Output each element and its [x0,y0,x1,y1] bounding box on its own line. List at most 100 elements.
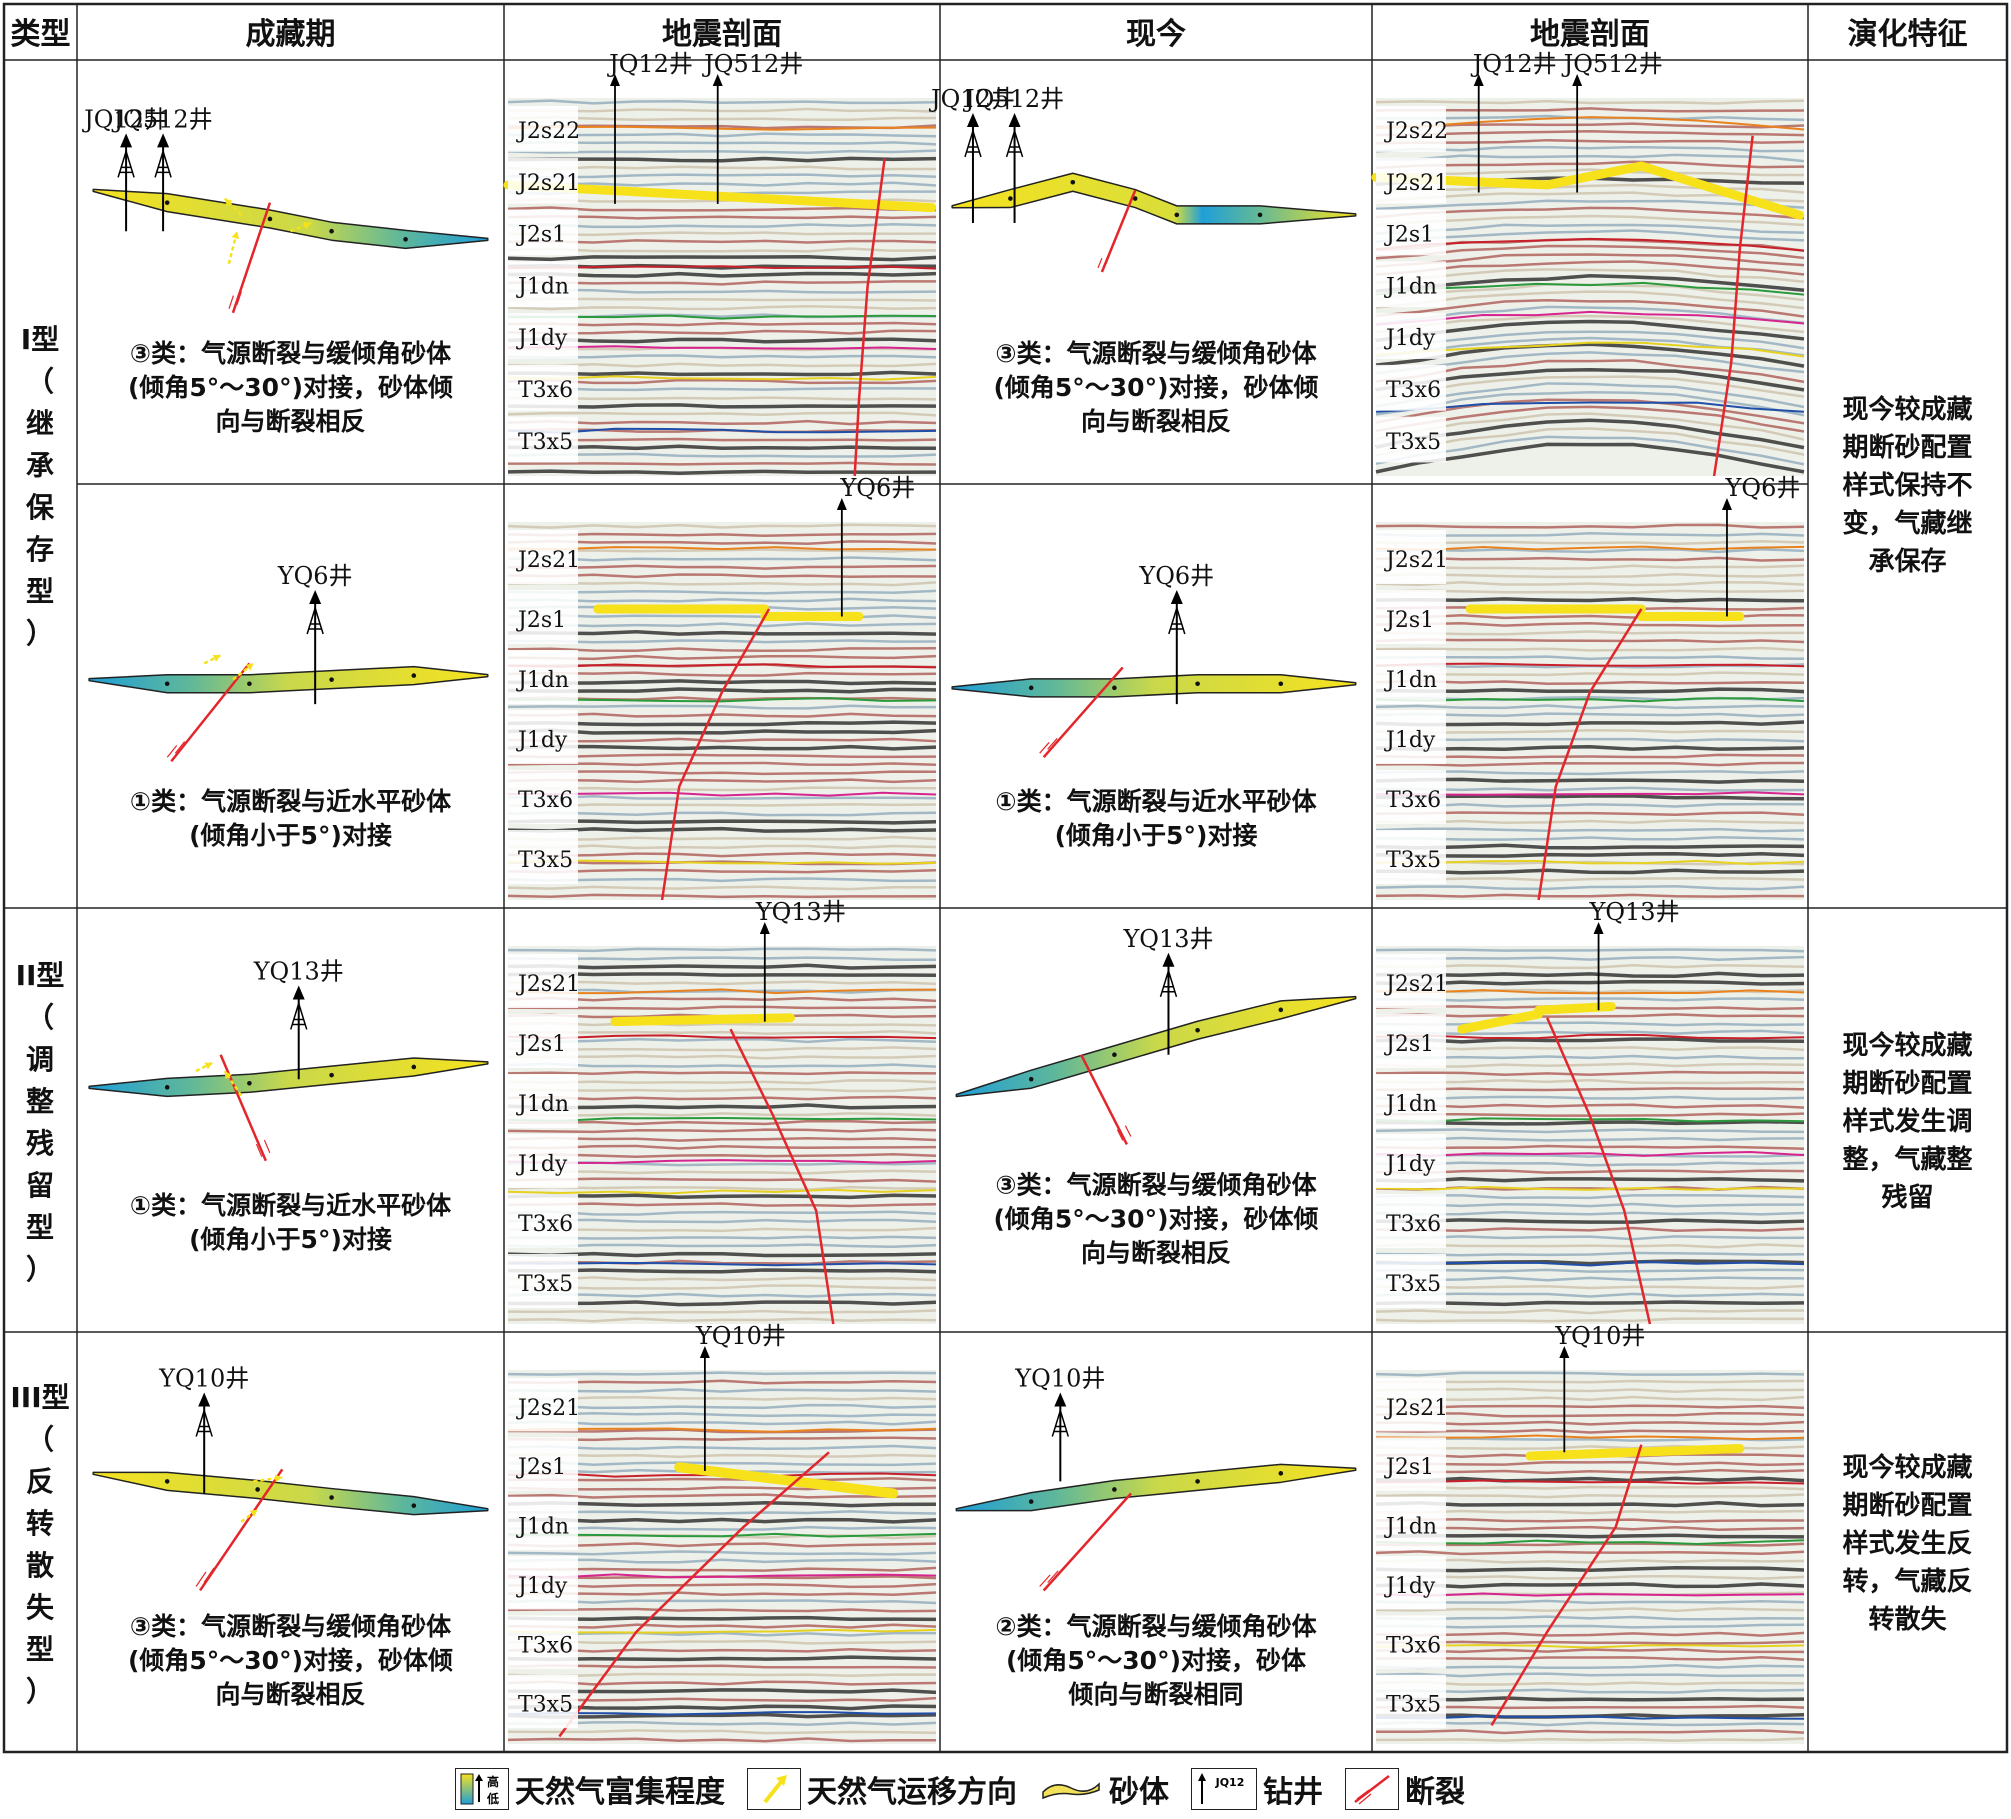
reflector [507,1243,937,1249]
migration-arrowhead [274,1474,283,1483]
reflector [507,868,937,874]
seismic-panel: J2s21 J2s1 J1dn J1dy T3x6 T3x5 YQ13井 [507,898,937,1325]
reflector [507,728,937,735]
strata-label: J1dn [516,1092,569,1117]
type-char: 反 [26,1465,54,1498]
sand-grain-dot [164,1085,170,1090]
caption-line: ①类：气源断裂与近水平砂体 [995,787,1317,816]
type-char: ） [26,617,54,650]
evolution-line: 现今较成藏 [1842,1452,1972,1483]
reflector [1375,130,1805,137]
reflector [1375,1558,1805,1564]
gas-layer [503,180,937,213]
sand-grain-dot [1278,1007,1284,1013]
reflector [507,469,937,475]
reflector [1375,1103,1805,1109]
evolution-line: 期断砂配置 [1842,432,1972,463]
reflector [507,1037,937,1044]
reflector [1375,1161,1805,1167]
fault-tick [1039,1574,1051,1587]
header-cell: 类型 [11,17,71,52]
caption-line: (倾角5°～30°)对接，砂体倾 [128,1646,453,1675]
type-char: （ [26,1423,54,1456]
caption-line: (倾角小于5°)对接 [1055,821,1258,850]
sand-grain-dot [1112,1052,1117,1058]
reflector [1375,753,1805,759]
reflector [507,581,937,587]
reflector [1375,1533,1805,1539]
strata-label: J1dn [1384,274,1437,299]
type-char: 残 [26,1127,54,1160]
strata-label-box [1376,1674,1446,1729]
derrick-icon [1168,605,1186,635]
reflector [1375,1292,1805,1298]
sand-grain-dot [1028,1076,1034,1082]
type-char: 型 [26,1633,54,1666]
reflector [507,1218,937,1224]
sand-grain-dot [1028,1499,1034,1504]
reflector [507,1317,937,1323]
horizon-line [507,663,937,669]
reflector [1375,183,1805,194]
type-char: 散 [26,1549,54,1582]
sand-grain-dot [164,200,170,205]
gas-layer [1636,161,1805,220]
reflector [507,654,937,661]
enrichment-low-label: 低 [486,1791,499,1806]
horizon-line [1375,545,1805,551]
reflector [1375,1218,1805,1225]
strata-label-box [508,1674,578,1729]
reflector [507,1623,937,1629]
sand-grain-dot [1028,685,1034,691]
fault-tick [1039,742,1050,754]
type-char: 调 [26,1043,54,1076]
reflector [507,980,937,986]
strata-label: J1dy [516,1574,568,1599]
reflector [1375,1054,1805,1060]
reflector [1375,1136,1805,1142]
sand-grain-dot [247,681,252,687]
sandbody [955,1463,1357,1512]
strata-label-box [1376,710,1446,764]
type-char: 保 [26,491,55,524]
type-char: ） [26,1675,54,1708]
migration-arrowhead [249,1509,258,1517]
horizon-line [1375,1715,1805,1720]
strata-label: J2s1 [516,223,566,248]
reflector [507,744,937,751]
evolution-line: 样式发生调 [1842,1106,1972,1137]
strata-label: T3x5 [1386,430,1441,455]
sand-grain-dot [411,1064,417,1070]
fault-line [1100,189,1137,273]
reflector [507,1664,937,1669]
reflector [507,963,937,970]
fault-tick [203,1567,215,1583]
sandbody [951,172,1357,225]
reflector [507,1128,937,1134]
strata-label: J2s21 [1384,1396,1448,1421]
header-cell: 地震剖面 [1530,17,1650,52]
reflector [1375,244,1805,260]
reflector [507,1259,937,1266]
reflector [507,1136,937,1142]
reflector [1375,997,1805,1002]
fault-line [1080,1054,1128,1146]
horizon-line [1375,281,1805,296]
sandbody [951,674,1357,698]
strata-label-box [1376,1378,1446,1432]
migration-arrowhead [204,1062,213,1070]
reflector [1375,1194,1805,1200]
reflector [507,305,937,311]
reflector [1375,375,1805,400]
reflector [507,223,937,229]
reflector [1375,1525,1805,1532]
reflector [507,1193,937,1200]
caption-line: 倾向与断裂相同 [1067,1680,1243,1709]
reflector [507,1021,937,1027]
reflector [1375,398,1805,425]
reflector [507,1103,937,1110]
strata-label: T3x5 [518,1693,573,1718]
